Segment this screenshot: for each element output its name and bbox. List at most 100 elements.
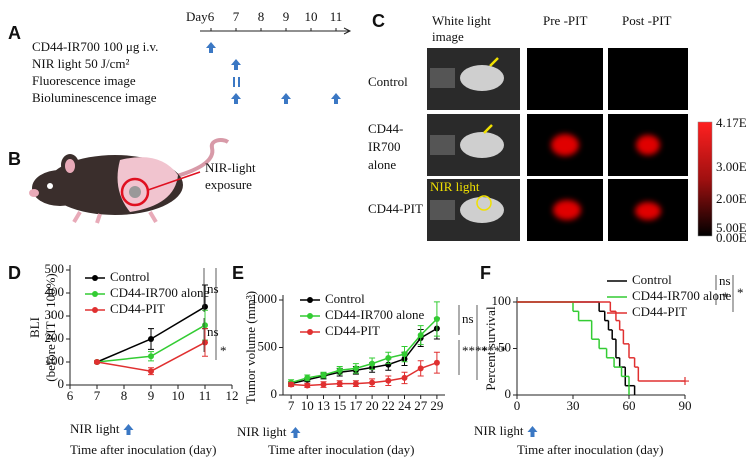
y-tick-label: 0	[271, 386, 278, 401]
column-header: Post -PIT	[622, 13, 672, 28]
column-header: Pre -PIT	[543, 13, 587, 28]
significance-label: ns	[207, 324, 219, 339]
day-tick-label: 8	[258, 9, 265, 24]
data-point	[320, 372, 327, 379]
x-tick-label: 7	[94, 388, 101, 403]
legend-label: CD44-IR700 alone	[110, 285, 210, 300]
panel-label: A	[8, 23, 21, 43]
colorbar-label: 4.17E0	[716, 115, 746, 130]
x-tick-label: 7	[288, 398, 295, 413]
significance-label: *	[737, 285, 744, 300]
data-point	[401, 351, 408, 358]
y-tick-label: 1000	[251, 291, 277, 306]
legend-label: CD44-PIT	[110, 301, 165, 316]
significance-label: *	[220, 343, 227, 358]
day-tick-label: 11	[330, 9, 343, 24]
data-point	[433, 316, 440, 322]
significance-label: ****	[462, 343, 488, 358]
x-axis-label: Time after inoculation (day)	[268, 442, 414, 457]
data-point	[202, 322, 208, 329]
y-axis-label: (before PIT = 100%)	[43, 273, 58, 382]
y-tick-label: 500	[45, 261, 65, 276]
schedule-marker	[281, 93, 291, 104]
schedule-label: NIR light 50 J/cm²	[32, 56, 130, 71]
schedule-marker	[238, 77, 240, 87]
series-line	[290, 318, 438, 384]
censor-mark	[681, 377, 689, 386]
x-tick-label: 90	[679, 398, 692, 413]
day-tick-label: 10	[305, 9, 318, 24]
data-point	[336, 367, 343, 374]
data-point	[202, 339, 208, 346]
legend-marker	[92, 307, 98, 313]
imaging-grid	[427, 48, 713, 241]
x-tick-label: 12	[226, 388, 239, 403]
data-point	[202, 303, 208, 310]
y-tick-label: 100	[492, 293, 512, 308]
significance-label: ns	[719, 273, 731, 288]
schedule-label: Bioluminescence image	[32, 90, 157, 105]
data-point	[417, 365, 424, 372]
panel-label: D	[8, 263, 21, 283]
y-tick-label: 100	[45, 353, 65, 368]
legend-label: CD44-IR700 alone	[632, 288, 732, 303]
x-axis-label: Time after inoculation (day)	[517, 442, 663, 457]
treatment-arrow	[527, 426, 538, 437]
day-tick-label: 7	[233, 9, 240, 24]
x-tick-label: 30	[567, 398, 580, 413]
y-tick-label: 0	[58, 376, 65, 391]
day-tick-label: 6	[208, 9, 215, 24]
x-tick-label: 22	[382, 398, 395, 413]
significance-label: ****	[481, 343, 507, 358]
y-tick-label: 200	[45, 330, 65, 345]
panel-label: B	[8, 149, 21, 169]
panel-label: E	[232, 263, 244, 283]
day-tick-label: 9	[283, 9, 290, 24]
significance-label: ns	[462, 311, 474, 326]
legend-label: Control	[110, 269, 150, 284]
y-tick-label: 300	[45, 307, 65, 322]
treatment-label: NIR light	[70, 421, 120, 436]
y-tick-label: 400	[45, 284, 65, 299]
legend-label: CD44-PIT	[632, 304, 687, 319]
data-point	[148, 336, 154, 342]
x-tick-label: 11	[199, 388, 212, 403]
legend-label: Control	[632, 272, 672, 287]
callout-label: exposure	[205, 177, 252, 192]
x-tick-label: 6	[67, 388, 74, 403]
y-tick-label: 500	[258, 338, 278, 353]
data-point	[369, 379, 376, 386]
schedule-marker	[231, 59, 241, 70]
x-tick-label: 24	[398, 398, 412, 413]
significance-label: ns	[207, 281, 219, 296]
colorbar-label: 5.00E-1	[716, 220, 746, 235]
data-point	[417, 332, 424, 339]
panel-label: F	[480, 263, 491, 283]
data-point	[304, 374, 311, 381]
image-label: NIR light	[430, 179, 480, 194]
row-label: IR700	[368, 139, 401, 154]
schedule-marker	[233, 77, 235, 87]
legend-marker	[307, 297, 313, 303]
significance-label: *	[722, 289, 729, 304]
data-point	[385, 354, 392, 361]
row-label: CD44-	[368, 121, 403, 136]
legend-marker	[92, 291, 98, 297]
treatment-arrow	[290, 427, 301, 438]
series-line	[290, 327, 438, 385]
data-point	[385, 377, 392, 384]
x-tick-label: 20	[366, 398, 379, 413]
row-label: alone	[368, 157, 396, 172]
data-point	[433, 359, 440, 366]
y-axis-label: Percent survival	[483, 306, 498, 391]
legend-marker	[307, 329, 313, 335]
panel-label: C	[372, 11, 385, 31]
data-point	[369, 360, 376, 367]
data-point	[288, 381, 295, 388]
x-tick-label: 9	[148, 388, 155, 403]
data-point	[385, 361, 392, 368]
